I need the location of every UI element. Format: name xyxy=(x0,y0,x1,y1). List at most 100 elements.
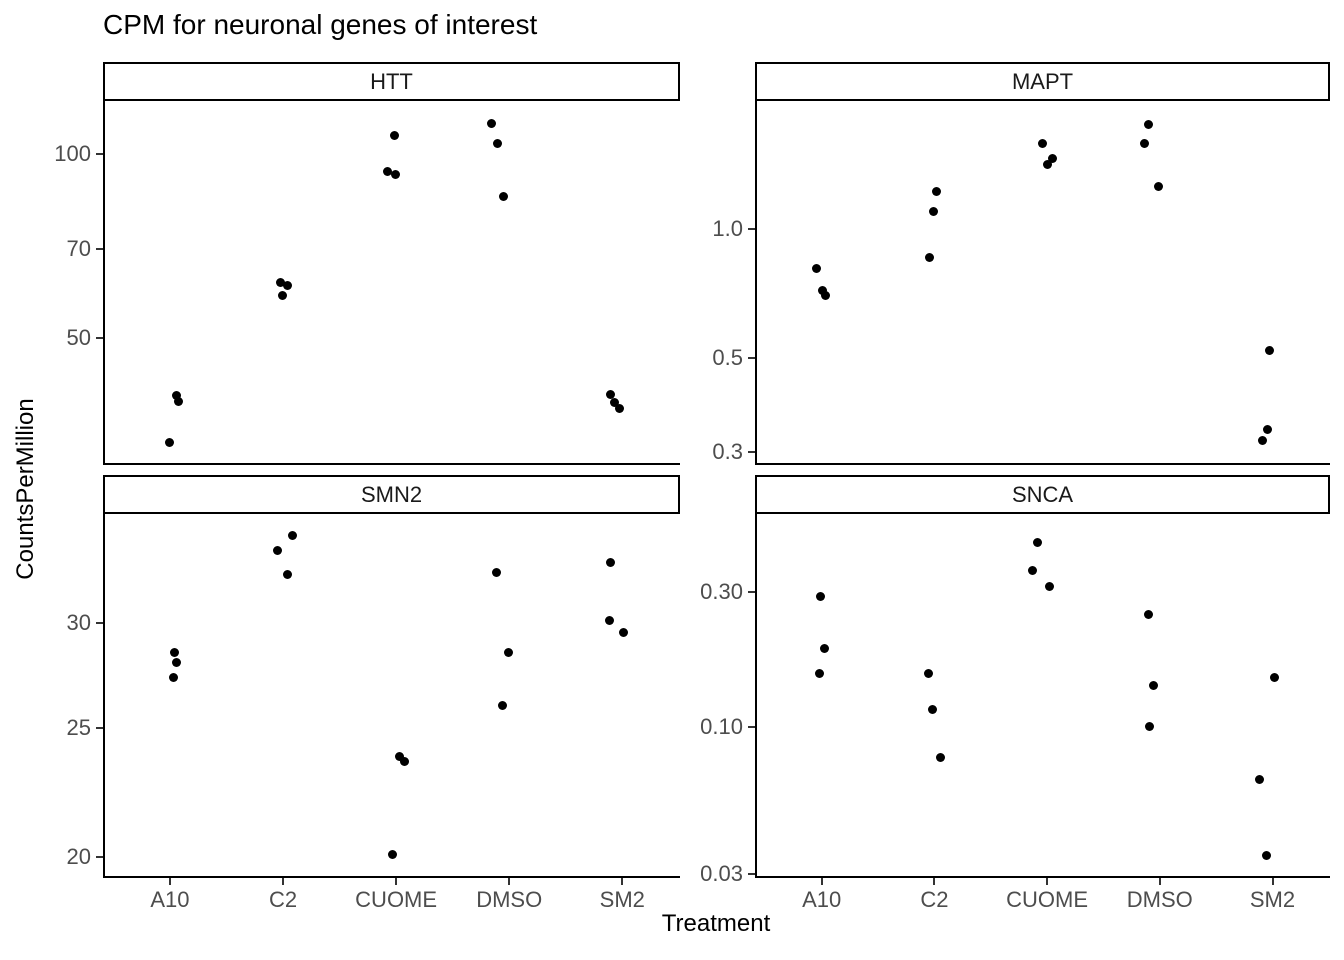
data-point xyxy=(818,285,828,295)
data-point xyxy=(931,186,941,196)
data-point xyxy=(165,438,175,448)
data-point xyxy=(935,752,945,762)
y-tick-label: 100 xyxy=(54,140,91,166)
y-tick-mark xyxy=(96,152,103,155)
data-point xyxy=(1263,424,1272,434)
data-point xyxy=(1047,153,1057,163)
data-point xyxy=(1032,538,1042,548)
data-point xyxy=(390,170,400,180)
data-point xyxy=(1042,159,1052,169)
x-tick-label: CUOME xyxy=(1006,887,1089,912)
x-tick-label: DMSO xyxy=(1126,887,1193,912)
facet-panel-snca xyxy=(755,514,1330,878)
data-point xyxy=(277,291,287,301)
x-tick-label: SM2 xyxy=(1249,887,1296,912)
x-tick-label: DMSO xyxy=(476,887,543,912)
facet-strip-snca: SNCA xyxy=(755,475,1330,514)
data-point xyxy=(1144,120,1154,130)
data-point xyxy=(1044,581,1054,591)
x-tick-mark xyxy=(1158,878,1161,885)
x-tick-label: A10 xyxy=(150,887,190,912)
data-point xyxy=(282,570,292,580)
x-tick-mark xyxy=(168,878,171,885)
x-tick-mark xyxy=(508,878,511,885)
data-point xyxy=(387,849,397,859)
data-point xyxy=(170,647,180,657)
y-tick-label: 0.10 xyxy=(700,713,743,739)
x-tick-mark xyxy=(933,878,936,885)
y-tick-mark xyxy=(748,591,755,594)
y-tick-label: 0.03 xyxy=(700,860,743,886)
data-point xyxy=(503,647,513,657)
data-point xyxy=(1258,435,1267,445)
facet-strip-smn2: SMN2 xyxy=(103,475,680,514)
data-point xyxy=(399,757,409,767)
chart-title: CPM for neuronal genes of interest xyxy=(103,9,538,40)
data-point xyxy=(1154,182,1164,192)
y-tick-label: 0.30 xyxy=(700,579,743,605)
y-tick-mark xyxy=(748,872,755,875)
data-point xyxy=(609,398,619,408)
data-point xyxy=(605,390,615,400)
facet-strip-label: MAPT xyxy=(1011,68,1074,94)
data-point xyxy=(1255,774,1264,784)
x-axis-label: Treatment xyxy=(661,910,771,937)
y-tick-label: 50 xyxy=(66,324,91,350)
data-point xyxy=(614,403,624,413)
y-tick-mark xyxy=(96,621,103,624)
facet-strip-htt: HTT xyxy=(103,62,680,101)
data-point xyxy=(821,290,831,300)
data-point xyxy=(275,278,285,288)
facet-panel-smn2 xyxy=(103,514,680,878)
data-point xyxy=(924,252,934,262)
data-point xyxy=(1149,681,1159,691)
y-tick-label: 25 xyxy=(66,715,91,741)
y-tick-mark xyxy=(96,336,103,339)
data-point xyxy=(498,191,508,201)
y-axis-label: CountsPerMillion xyxy=(12,398,39,580)
data-point xyxy=(492,138,502,148)
x-tick-label: A10 xyxy=(802,887,842,912)
x-tick-label: SM2 xyxy=(599,887,645,912)
facet-strip-label: HTT xyxy=(370,68,413,94)
data-point xyxy=(1270,672,1279,682)
y-tick-mark xyxy=(96,727,103,730)
data-point xyxy=(1265,345,1274,355)
data-point xyxy=(172,390,182,400)
data-point xyxy=(815,668,825,678)
x-tick-mark xyxy=(621,878,624,885)
y-tick-label: 30 xyxy=(66,609,91,635)
data-point xyxy=(389,131,399,141)
data-point xyxy=(816,592,826,602)
y-tick-mark xyxy=(96,856,103,859)
x-tick-mark xyxy=(282,878,285,885)
data-point xyxy=(394,752,404,762)
data-point xyxy=(1037,138,1047,148)
facet-strip-label: SNCA xyxy=(1011,481,1074,507)
data-point xyxy=(1144,610,1154,620)
x-tick-label: C2 xyxy=(920,887,949,912)
y-tick-label: 0.3 xyxy=(712,439,743,465)
x-tick-mark xyxy=(820,878,823,885)
y-tick-label: 1.0 xyxy=(712,216,743,242)
facet-panel-htt xyxy=(103,101,680,465)
y-tick-mark xyxy=(748,356,755,359)
x-tick-mark xyxy=(1046,878,1049,885)
data-point xyxy=(382,167,392,177)
data-point xyxy=(272,545,282,555)
data-point xyxy=(282,280,292,290)
data-point xyxy=(174,397,184,407)
y-tick-mark xyxy=(748,451,755,454)
facet-panel-mapt xyxy=(755,101,1330,465)
x-tick-label: C2 xyxy=(268,887,298,912)
data-point xyxy=(1145,722,1155,732)
data-point xyxy=(169,672,179,682)
y-tick-mark xyxy=(748,228,755,231)
x-tick-mark xyxy=(1271,878,1274,885)
y-tick-label: 70 xyxy=(66,235,91,261)
data-point xyxy=(1262,850,1271,860)
y-tick-mark xyxy=(748,725,755,728)
data-point xyxy=(172,658,182,668)
data-point xyxy=(605,557,615,567)
